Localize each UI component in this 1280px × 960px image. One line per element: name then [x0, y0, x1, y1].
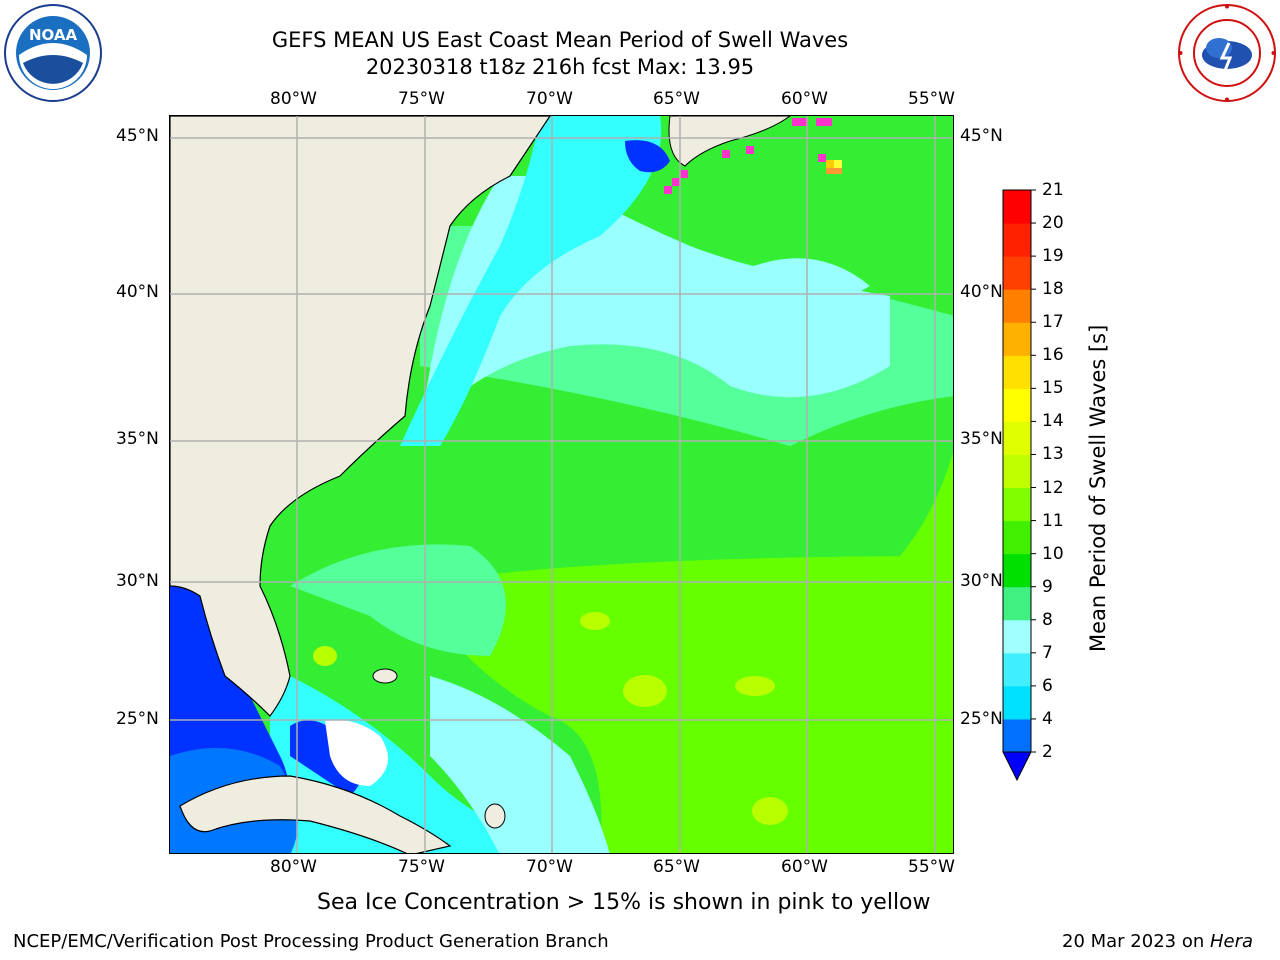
colorbar-tick-label: 8: [1042, 609, 1053, 630]
footer-date-text: 20 Mar 2023 on: [1062, 931, 1210, 952]
colorbar-tick-label: 18: [1042, 279, 1064, 300]
colorbar-segment: [1003, 520, 1031, 555]
map-svg: [170, 116, 953, 853]
colorbar-tick-label: 12: [1042, 477, 1064, 498]
footer-machine: Hera: [1209, 931, 1254, 952]
colorbar-tick-label: 10: [1042, 543, 1064, 564]
map-gridlines: [170, 116, 953, 853]
ocean-field-lime-east: [870, 452, 953, 586]
colorbar-segment: [1003, 421, 1031, 455]
colorbar-segment: [1003, 586, 1031, 621]
colorbar-tick-label: 11: [1042, 510, 1064, 531]
ocean-patch-yellowgreen: [623, 675, 667, 707]
lat-label: 25°N: [960, 709, 1003, 729]
colorbar-segment: [1003, 652, 1031, 687]
lat-label: 40°N: [116, 282, 159, 302]
lon-label: 80°W: [270, 89, 317, 109]
lon-label: 55°W: [908, 89, 955, 109]
lon-label: 80°W: [270, 857, 317, 877]
lat-label: 25°N: [116, 709, 159, 729]
sea-ice-caption: Sea Ice Concentration > 15% is shown in …: [317, 890, 931, 915]
colorbar-tick-label: 14: [1042, 411, 1064, 432]
land-maritimes: [668, 116, 791, 167]
lon-label: 65°W: [653, 89, 700, 109]
colorbar-tick-label: 2: [1042, 742, 1053, 762]
colorbar-segment: [1003, 223, 1031, 257]
ocean-field-blue-fundy: [625, 140, 670, 173]
colorbar-segment: [1003, 685, 1031, 720]
colorbar-segment: [1003, 487, 1031, 522]
colorbar-segment: [1003, 718, 1031, 753]
colorbar-tick-label: 19: [1042, 246, 1064, 267]
lat-label: 45°N: [960, 126, 1003, 146]
land-island: [484, 803, 506, 829]
lon-label: 60°W: [781, 89, 828, 109]
colorbar-tick-label: 7: [1042, 642, 1053, 663]
colorbar-segment: [1003, 454, 1031, 489]
colorbar-tick-label: 4: [1042, 708, 1053, 729]
colorbar-tick-label: 20: [1042, 213, 1064, 234]
colorbar-tick-label: 13: [1042, 444, 1064, 465]
colorbar-segment: [1003, 619, 1031, 654]
noaa-logo-text: NOAA: [29, 26, 78, 44]
colorbar-title: Mean Period of Swell Waves [s]: [1086, 324, 1110, 652]
colorbar-outline: [1002, 189, 1032, 753]
map-panel: [169, 115, 954, 854]
land-cuba: [179, 775, 452, 853]
lat-label: 30°N: [116, 571, 159, 591]
lat-label: 40°N: [960, 282, 1003, 302]
colorbar-segment: [1003, 256, 1031, 290]
colorbar-tick-label: 16: [1042, 345, 1064, 366]
colorbar-segment: [1003, 289, 1031, 323]
footer-credit: NCEP/EMC/Verification Post Processing Pr…: [13, 931, 609, 952]
land-us-east-coast: [170, 116, 551, 717]
colorbar-segment: [1003, 190, 1031, 224]
colorbar-segment: [1003, 388, 1031, 422]
nws-logo: [1177, 3, 1277, 103]
chart-title: GEFS MEAN US East Coast Mean Period of S…: [271, 28, 849, 52]
lat-label: 35°N: [116, 429, 159, 449]
land-island: [372, 668, 398, 684]
lon-label: 70°W: [526, 89, 573, 109]
colorbar: 2 4 6 7 8 9 10 11 12 13 14 15 16 17 18 19 20 21: [990, 180, 1110, 785]
colorbar-svg: [1002, 189, 1036, 782]
lat-label: 45°N: [116, 126, 159, 146]
lon-label: 60°W: [781, 857, 828, 877]
ocean-patch-yellowgreen: [752, 797, 788, 825]
lon-label: 70°W: [526, 857, 573, 877]
lon-label: 65°W: [653, 857, 700, 877]
ocean-field-lightcyan-north: [730, 258, 870, 309]
ocean-patch-yellowgreen: [313, 646, 337, 666]
colorbar-extend-triangle: [1002, 751, 1032, 782]
ocean-patch-yellowgreen: [735, 676, 775, 696]
colorbar-segment: [1003, 355, 1031, 389]
colorbar-tick-label: 9: [1042, 576, 1053, 597]
chart-subtitle: 20230318 t18z 216h fcst Max: 13.95: [365, 55, 755, 79]
ocean-field-lime: [410, 556, 953, 853]
colorbar-tick-label: 6: [1042, 675, 1053, 696]
colorbar-tick-label: 15: [1042, 378, 1064, 399]
ocean-field-cyan: [400, 116, 662, 446]
lon-label: 55°W: [908, 857, 955, 877]
ocean-field-lightgreen-south: [290, 544, 506, 656]
colorbar-segment: [1003, 553, 1031, 588]
colorbar-tick-label: 21: [1042, 180, 1064, 200]
missing-data-bahamas: [325, 720, 388, 786]
footer-date: 20 Mar 2023 on Hera: [1062, 931, 1253, 952]
lat-label: 35°N: [960, 429, 1003, 449]
colorbar-tick-label: 17: [1042, 312, 1064, 333]
colorbar-segment: [1003, 322, 1031, 356]
lon-label: 75°W: [398, 857, 445, 877]
ocean-patch-yellowgreen: [580, 612, 610, 630]
sea-ice-markers: [664, 118, 842, 194]
lon-label: 75°W: [398, 89, 445, 109]
lat-label: 30°N: [960, 571, 1003, 591]
noaa-logo: NOAA: [3, 3, 103, 103]
